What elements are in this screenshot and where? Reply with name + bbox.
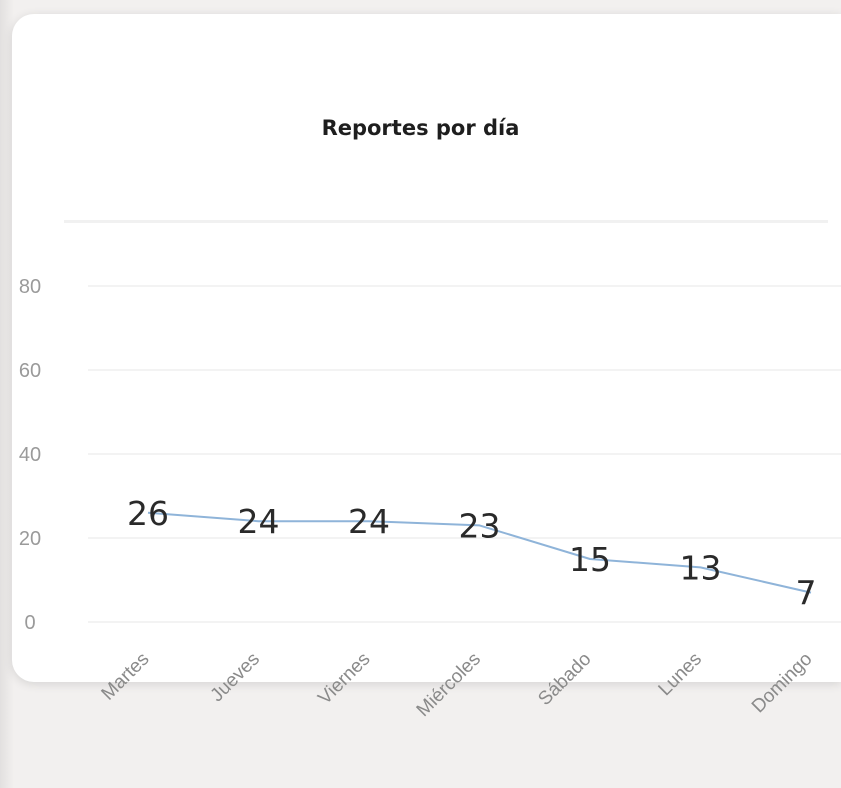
data-label: 7	[796, 574, 817, 613]
data-label: 15	[569, 540, 611, 579]
data-label: 13	[680, 548, 722, 587]
x-axis-ticks: Martes Jueves Viernes Miércoles Sábado Lunes D…	[98, 649, 817, 721]
series-line	[147, 511, 812, 594]
y-tick-label: 80	[19, 276, 41, 298]
x-tick-label: Miércoles	[413, 649, 485, 721]
chart-card	[12, 14, 841, 682]
y-axis-ticks: 0 20 40 60 80	[19, 276, 41, 634]
x-tick-label: Martes	[98, 649, 154, 705]
data-labels: 26 24 24 23 15 13 7	[127, 494, 817, 613]
title-divider	[64, 220, 828, 223]
y-tick-label: 20	[19, 528, 41, 550]
data-label: 24	[348, 502, 390, 541]
x-tick-label: Sábado	[534, 649, 595, 710]
data-label: 23	[459, 506, 501, 545]
x-tick-label: Domingo	[748, 649, 817, 718]
panel-edge	[0, 0, 14, 788]
y-tick-label: 40	[19, 444, 41, 466]
data-label: 24	[238, 502, 280, 541]
y-tick-label: 60	[19, 360, 41, 382]
x-tick-label: Lunes	[655, 649, 706, 700]
x-tick-label: Jueves	[207, 649, 264, 706]
chart-title: Reportes por día	[321, 116, 520, 140]
y-tick-label: 0	[24, 612, 35, 634]
data-label: 26	[127, 494, 169, 533]
x-tick-label: Viernes	[314, 649, 374, 709]
series-line-group	[147, 511, 812, 594]
gridlines	[88, 285, 841, 623]
